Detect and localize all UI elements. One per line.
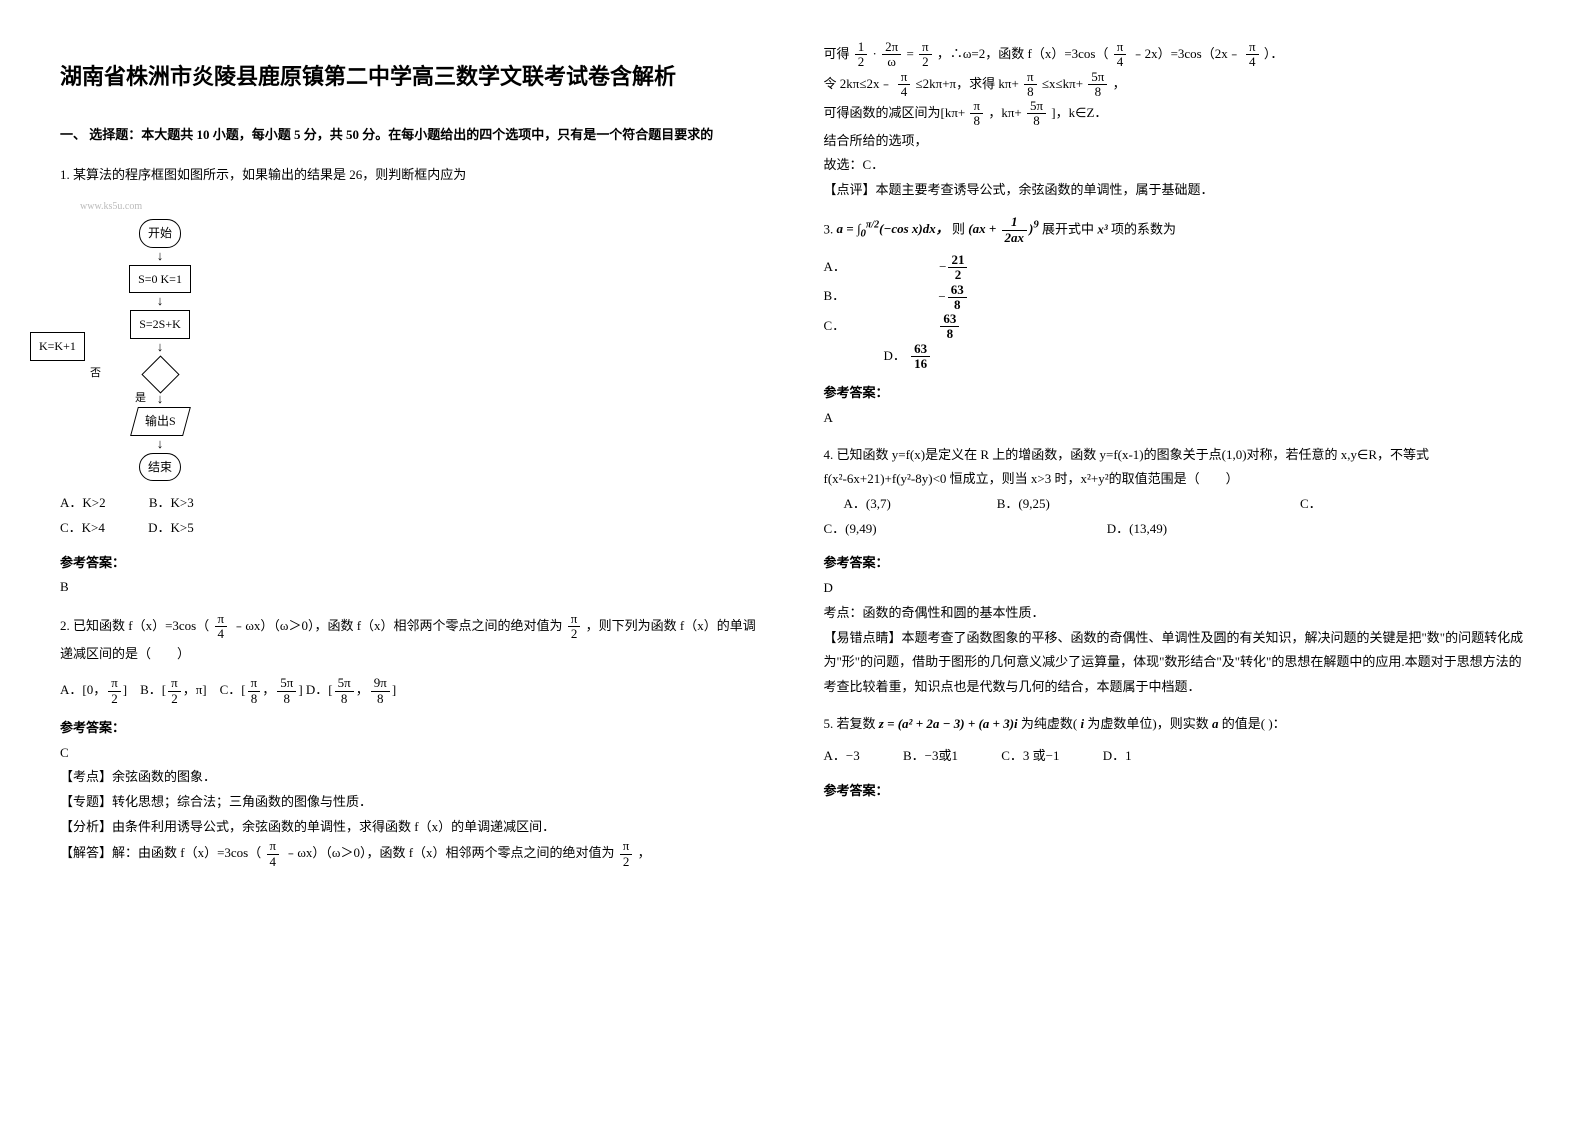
q4-exp2: 【易错点睛】本题考查了函数图象的平移、函数的奇偶性、单调性及圆的有关知识，解决问…	[824, 626, 1528, 700]
q3-x3: x³	[1097, 221, 1107, 236]
section-1-head: 一、 选择题：本大题共 10 小题，每小题 5 分，共 50 分。在每小题给出的…	[60, 123, 764, 148]
flowchart: www.ks5u.com 开始 ↓ S=0 K=1 ↓ K=K+1 S=2S+K…	[80, 197, 764, 481]
q5-opt-a: A．−3	[824, 744, 860, 769]
q2-exp3: 【分析】由条件利用诱导公式，余弦函数的单调性，求得函数 f（x）的单调递减区间．	[60, 815, 764, 840]
q5-opt-b: B．−3或1	[903, 744, 958, 769]
q2-right-6: 【点评】本题主要考查诱导公式，余弦函数的单调性，属于基础题．	[824, 178, 1528, 203]
q3-answer-label: 参考答案：	[824, 381, 1528, 406]
q3-opt-b: B． −638	[824, 283, 1147, 313]
question-3: 3. a = ∫0π/2(−cos x)dx， 则 (ax + 12ax)9 展…	[824, 215, 1528, 431]
fc-start: 开始	[139, 219, 181, 248]
page-root: 湖南省株洲市炎陵县鹿原镇第二中学高三数学文联考试卷含解析 一、 选择题：本大题共…	[0, 0, 1587, 921]
q2-answer-label: 参考答案：	[60, 716, 764, 741]
q1-options: A．K>2 B．K>3	[60, 491, 764, 516]
frac-pi4: π4	[215, 612, 228, 642]
q1-opt-d: D．K>5	[148, 516, 194, 541]
q4-options-2: C．(9,49) D．(13,49)	[824, 517, 1528, 542]
q2-exp1: 【考点】余弦函数的图象．	[60, 765, 764, 790]
q3-opt-c: C． 638	[824, 312, 1140, 342]
q2-options: A．[0，π2] B．[π2，π] C．[π8，5π8] D．[5π8，9π8]	[60, 676, 764, 706]
q4-stem: 4. 已知函数 y=f(x)是定义在 R 上的增函数，函数 y=f(x-1)的图…	[824, 443, 1528, 492]
right-column: 可得 12 · 2πω = π2 ，∴ω=2，函数 f（x）=3cos（ π4 …	[824, 40, 1528, 881]
q4-opt-c: C．(9,49)	[824, 517, 1104, 542]
q5-options: A．−3 B．−3或1 C．3 或−1 D．1	[824, 744, 1528, 769]
q4-opt-d: D．(13,49)	[1107, 521, 1167, 536]
q5-stem: 5. 若复数 z = (a² + 2a − 3) + (a + 3)i 为纯虚数…	[824, 712, 1528, 737]
question-4: 4. 已知函数 y=f(x)是定义在 R 上的增函数，函数 y=f(x-1)的图…	[824, 443, 1528, 700]
fc-init: S=0 K=1	[129, 265, 191, 294]
q5-formula: z = (a² + 2a − 3) + (a + 3)i	[879, 716, 1018, 731]
q3-opt-d-row: D． 6316	[884, 342, 1528, 372]
q1-options-2: C．K>4 D．K>5	[60, 516, 764, 541]
q2-stem: 2. 已知函数 f（x）=3cos（ π4 ﹣ωx）（ω＞0），函数 f（x）相…	[60, 612, 764, 666]
q2-right-1: 可得 12 · 2πω = π2 ，∴ω=2，函数 f（x）=3cos（ π4 …	[824, 40, 1528, 70]
question-1: 1. 某算法的程序框图如图所示，如果输出的结果是 26，则判断框内应为 www.…	[60, 163, 764, 600]
q2-right-2: 令 2kπ≤2x﹣ π4 ≤2kπ+π，求得 kπ+ π8 ≤x≤kπ+ 5π8…	[824, 70, 1528, 100]
q2-answer: C	[60, 741, 764, 766]
q2-right-3: 可得函数的减区间为[kπ+ π8 ，kπ+ 5π8 ]，k∈Z．	[824, 99, 1528, 129]
watermark: www.ks5u.com	[80, 197, 240, 216]
arrow-down-icon: ↓	[80, 251, 240, 261]
arrow-down-icon: ↓	[80, 394, 240, 404]
fc-step: S=2S+K	[130, 310, 190, 339]
q1-opt-c: C．K>4	[60, 516, 105, 541]
page-title: 湖南省株洲市炎陵县鹿原镇第二中学高三数学文联考试卷含解析	[60, 60, 764, 93]
fc-no-label: 否	[90, 363, 101, 384]
q1-opt-a: A．K>2	[60, 491, 106, 516]
q1-answer: B	[60, 575, 764, 600]
q5-opt-c: C．3 或−1	[1001, 744, 1059, 769]
frac-pi2: π2	[568, 612, 581, 642]
q2-right-5: 故选：C．	[824, 153, 1528, 178]
fc-output: 输出S	[130, 407, 190, 436]
left-column: 湖南省株洲市炎陵县鹿原镇第二中学高三数学文联考试卷含解析 一、 选择题：本大题共…	[60, 40, 764, 881]
q4-opt-a: A．(3,7)	[844, 492, 994, 517]
fc-yes-label: 是	[135, 388, 146, 409]
q5-opt-d: D．1	[1103, 744, 1132, 769]
question-5: 5. 若复数 z = (a² + 2a − 3) + (a + 3)i 为纯虚数…	[824, 712, 1528, 804]
arrow-down-icon: ↓	[80, 439, 240, 449]
question-2: 2. 已知函数 f（x）=3cos（ π4 ﹣ωx）（ω＞0），函数 f（x）相…	[60, 612, 764, 869]
arrow-down-icon: ↓	[80, 342, 240, 352]
q2-exp2: 【专题】转化思想；综合法；三角函数的图像与性质．	[60, 790, 764, 815]
q3-stem: 3. a = ∫0π/2(−cos x)dx， 则 (ax + 12ax)9 展…	[824, 215, 1528, 245]
q1-answer-label: 参考答案：	[60, 551, 764, 576]
q3-options: A． −212 B． −638 C． 638	[824, 253, 1528, 342]
q1-opt-b: B．K>3	[149, 491, 194, 516]
q1-stem: 1. 某算法的程序框图如图所示，如果输出的结果是 26，则判断框内应为	[60, 163, 764, 188]
q3-opt-d: D． 6316	[884, 348, 933, 363]
q2-exp4: 【解答】解：由函数 f（x）=3cos（ π4 ﹣ωx）（ω＞0），函数 f（x…	[60, 839, 764, 869]
q3-answer: A	[824, 406, 1528, 431]
fc-decision	[135, 355, 185, 391]
q5-answer-label: 参考答案：	[824, 779, 1528, 804]
q4-opt-c-prefix: C．	[1300, 496, 1322, 511]
q4-answer: D	[824, 576, 1528, 601]
q2-right-4: 结合所给的选项，	[824, 129, 1528, 154]
fc-incr: K=K+1	[30, 332, 85, 361]
q4-opt-b: B．(9,25)	[997, 492, 1297, 517]
q4-options: A．(3,7) B．(9,25) C．	[844, 492, 1528, 517]
q3-opt-a: A． −212	[824, 253, 1148, 283]
q4-answer-label: 参考答案：	[824, 551, 1528, 576]
fc-end: 结束	[139, 453, 181, 482]
q4-exp1: 考点：函数的奇偶性和圆的基本性质．	[824, 601, 1528, 626]
q3-binom: (ax + 12ax)9	[968, 221, 1042, 236]
arrow-down-icon: ↓	[80, 296, 240, 306]
q3-integral: a = ∫0π/2(−cos x)dx，	[837, 221, 953, 236]
